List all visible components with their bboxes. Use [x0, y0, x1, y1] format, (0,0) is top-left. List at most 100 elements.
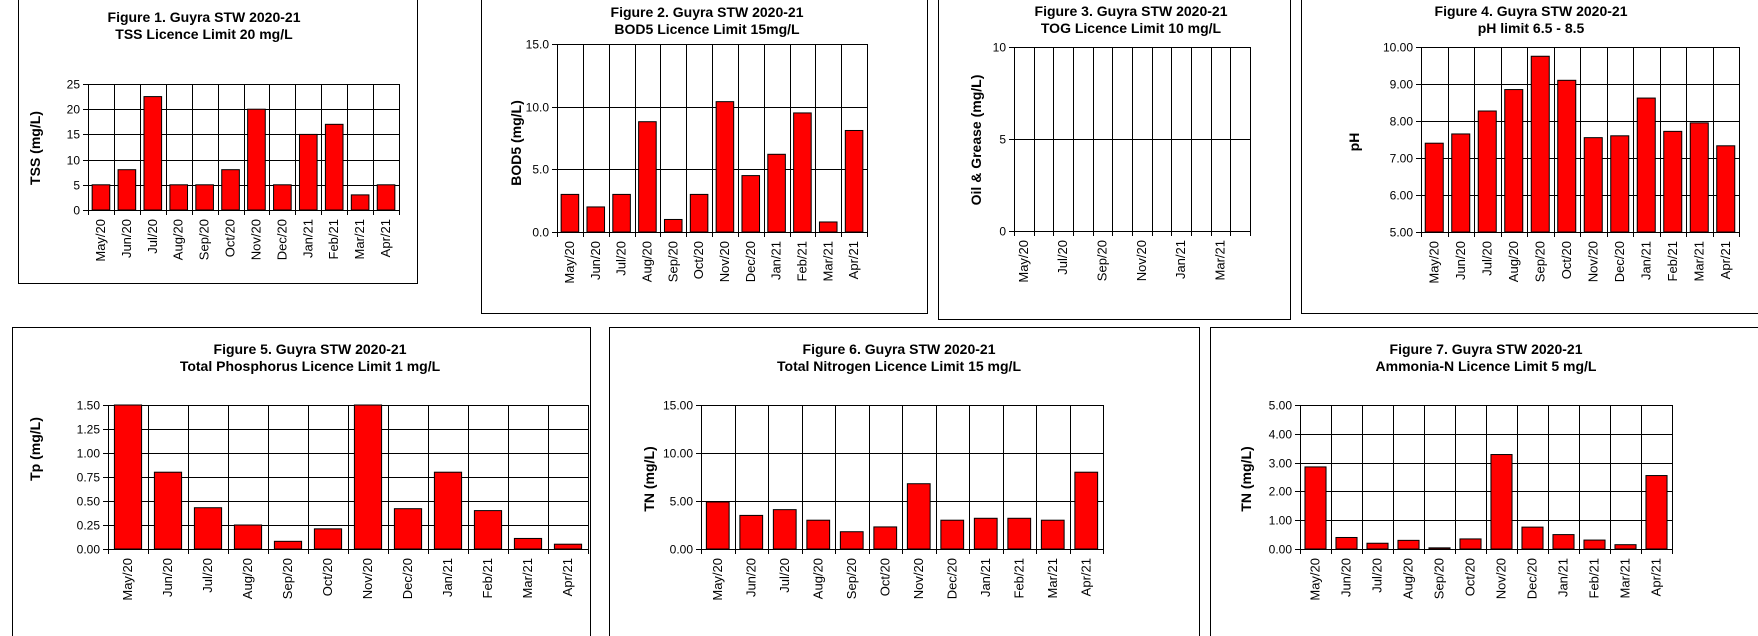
x-tick-label: May/20: [93, 219, 108, 262]
y-tick-label: 5: [73, 179, 80, 193]
x-tick-label: Jun/20: [1453, 241, 1468, 280]
x-tick-label: May/20: [562, 241, 577, 284]
x-tick-label: Feb/21: [1011, 558, 1026, 598]
bar-May-20: [705, 501, 730, 550]
chart-subtitle: TSS Licence Limit 20 mg/L: [115, 26, 293, 42]
bar-Nov-20: [715, 101, 735, 233]
bar-Feb-21: [1007, 517, 1032, 550]
x-tick-label: Dec/20: [1612, 241, 1627, 282]
bar-Aug-20: [1397, 539, 1420, 550]
y-tick-label: 10.0: [526, 101, 550, 115]
y-tick-label: 10: [993, 41, 1007, 55]
x-tick-label: Feb/21: [1665, 241, 1680, 281]
x-tick-label: Nov/20: [360, 558, 375, 599]
bar-Jun-20: [586, 206, 606, 233]
x-tick-label: Feb/21: [1587, 558, 1602, 598]
bar-Apr-21: [1074, 471, 1099, 550]
chart-subtitle: Total Nitrogen Licence Limit 15 mg/L: [777, 358, 1021, 374]
y-tick-label: 0.00: [1269, 543, 1293, 557]
bar-Jun-20: [739, 514, 764, 550]
x-tick-label: Feb/21: [480, 558, 495, 598]
x-tick-label: Nov/20: [1585, 241, 1600, 282]
x-tick-label: Jan/21: [978, 558, 993, 597]
x-tick-label: Aug/20: [240, 558, 255, 599]
bar-Jul-20: [1366, 542, 1389, 550]
bar-Mar-21: [1040, 519, 1065, 550]
chart-subtitle: TOG Licence Limit 10 mg/L: [1041, 20, 1222, 36]
y-axis-label: TN (mg/L): [1238, 446, 1254, 511]
bar-Mar-21: [513, 537, 543, 550]
figure-5-total-phosphorus: Figure 5. Guyra STW 2020-21 Total Phosph…: [12, 327, 591, 636]
y-tick-label: 0: [73, 204, 80, 218]
x-tick-label: Sep/20: [1532, 241, 1547, 282]
x-tick-label: Nov/20: [1494, 558, 1509, 599]
bar-Feb-21: [1663, 130, 1683, 233]
y-tick-label: 10: [67, 154, 81, 168]
bar-May-20: [560, 193, 580, 233]
x-tick-label: Jul/20: [1370, 558, 1385, 593]
y-tick-label: 0.25: [77, 519, 101, 533]
x-tick-label: Mar/21: [1618, 558, 1633, 598]
figure-2-bod5: Figure 2. Guyra STW 2020-21 BOD5 Licence…: [481, 0, 928, 314]
y-tick-label: 3.00: [1269, 457, 1293, 471]
x-tick-label: Jan/21: [1638, 241, 1653, 280]
chart-title: Figure 3. Guyra STW 2020-21: [1035, 3, 1228, 19]
x-tick-label: Jul/20: [614, 241, 629, 276]
x-tick-label: Dec/20: [274, 219, 289, 260]
x-tick-label: Oct/20: [223, 219, 238, 257]
x-tick-label: Jul/20: [777, 558, 792, 593]
chart-title: Figure 1. Guyra STW 2020-21: [108, 9, 301, 25]
chart-subtitle: BOD5 Licence Limit 15mg/L: [614, 21, 800, 37]
y-tick-label: 8.00: [1390, 115, 1414, 129]
bar-Jul-20: [772, 509, 797, 550]
bar-Jun-20: [117, 169, 137, 211]
bar-Apr-21: [1716, 145, 1736, 233]
y-tick-label: 15.0: [526, 38, 550, 52]
plot-area: 0.0 5.0 10.0 15.0 May/20 Jun/20 Jul/20 Aug/20 Se…: [526, 38, 868, 284]
y-axis-label: pH: [1346, 133, 1362, 152]
bar-Aug-20: [233, 524, 263, 550]
bar-Sep-20: [1530, 55, 1550, 233]
x-tick-label: Apr/21: [1718, 241, 1733, 279]
y-tick-label: 5.0: [532, 163, 549, 177]
y-tick-label: 4.00: [1269, 428, 1293, 442]
x-tick-label: Nov/20: [911, 558, 926, 599]
bar-Nov-20: [1583, 137, 1603, 233]
bar-Aug-20: [638, 121, 657, 233]
chart-subtitle: Ammonia-N Licence Limit 5 mg/L: [1376, 358, 1597, 374]
bar-Apr-21: [376, 184, 396, 211]
x-tick-label: Mar/21: [520, 558, 535, 598]
bar-Nov-20: [906, 483, 931, 550]
x-tick-label: Apr/21: [1649, 558, 1664, 596]
x-tick-label: Jul/20: [200, 558, 215, 593]
y-axis-label: TN (mg/L): [641, 446, 657, 511]
x-tick-label: Jan/21: [440, 558, 455, 597]
y-axis-label: Oil & Grease (mg/L): [968, 75, 984, 206]
y-tick-label: 15: [67, 128, 81, 142]
x-tick-label: Sep/20: [1432, 558, 1447, 599]
x-tick-label: Aug/20: [171, 219, 186, 260]
x-tick-label: May/20: [710, 558, 725, 601]
chart-title: Figure 7. Guyra STW 2020-21: [1390, 341, 1583, 357]
y-tick-label: 20: [67, 103, 81, 117]
figure-7-ammonia-n: Figure 7. Guyra STW 2020-21 Ammonia-N Li…: [1210, 327, 1758, 636]
x-tick-label: Jan/21: [769, 241, 784, 280]
x-tick-label: Sep/20: [844, 558, 859, 599]
chart-frame: [609, 327, 1200, 636]
bar-Feb-21: [793, 112, 812, 233]
x-tick-label: Dec/20: [944, 558, 959, 599]
figure-1-tss: Figure 1. Guyra STW 2020-21 TSS Licence …: [18, 0, 418, 284]
bar-Jun-20: [1451, 133, 1471, 233]
x-tick-label: Jun/20: [743, 558, 758, 597]
y-tick-label: 9.00: [1390, 78, 1414, 92]
bar-Dec-20: [273, 184, 292, 211]
x-tick-label: Aug/20: [810, 558, 825, 599]
x-tick-label: Feb/21: [326, 219, 341, 259]
bar-Nov-20: [247, 108, 266, 211]
bar-Apr-21: [1645, 475, 1668, 550]
y-tick-label: 0.00: [670, 543, 694, 557]
x-tick-label: Mar/21: [820, 241, 835, 281]
x-tick-label: Mar/21: [352, 219, 367, 259]
x-tick-label: Dec/20: [400, 558, 415, 599]
bar-Oct-20: [873, 526, 898, 550]
